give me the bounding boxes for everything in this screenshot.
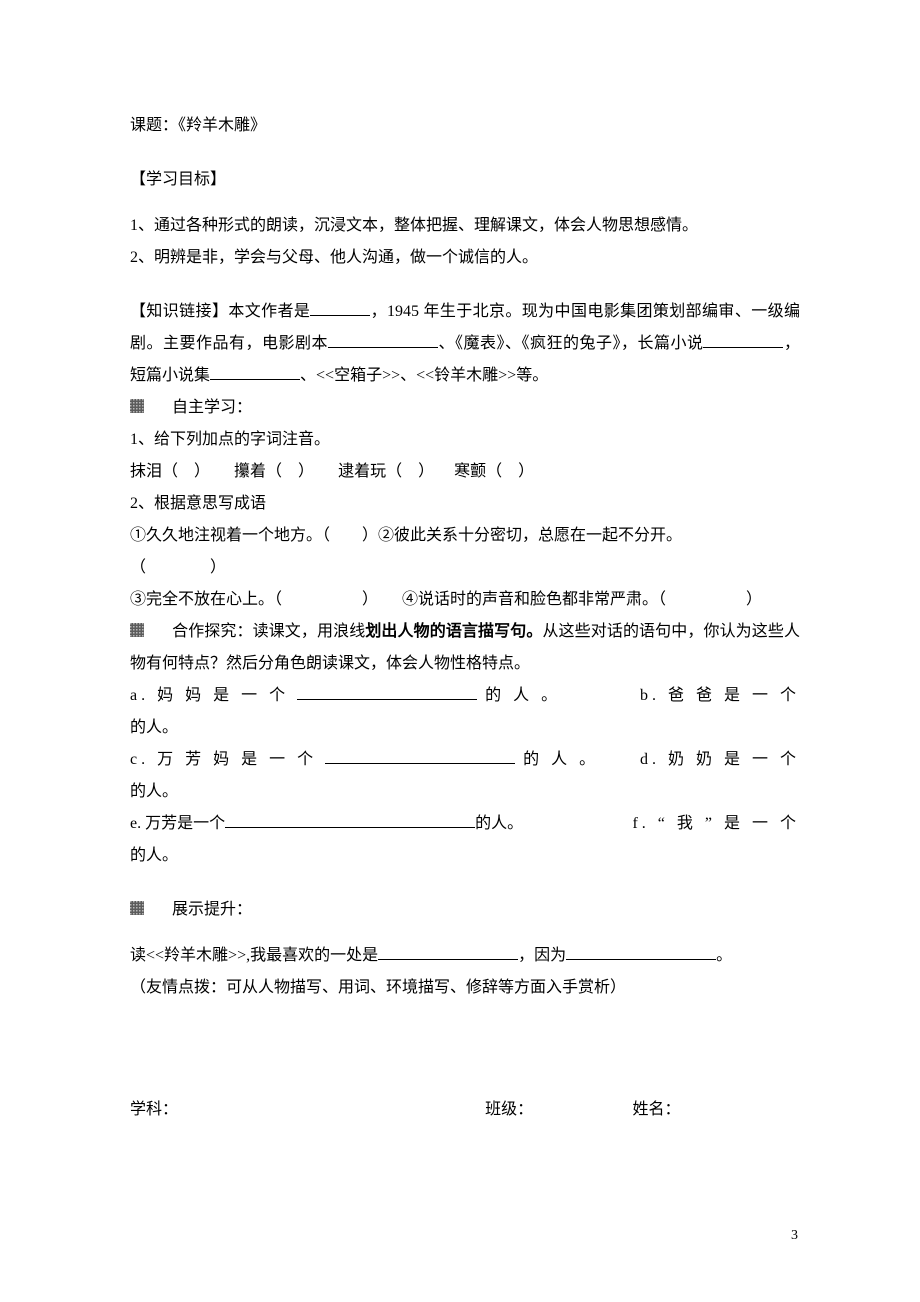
char-row-ab: a. 妈 妈 是 一 个 的 人 。 b. 爸 爸 是 一 个 — [130, 680, 800, 712]
lesson-title: 课题：《羚羊木雕》 — [130, 110, 800, 142]
blank-show-1[interactable] — [378, 943, 518, 960]
link-text-5: 、<<空箱子>>、<<铃羊木雕>>等。 — [300, 367, 548, 384]
char-d-2: 的人。 — [130, 776, 800, 808]
char-b-2: 的人。 — [130, 712, 800, 744]
goal-1: 1、通过各种形式的朗读，沉浸文本，整体把握、理解课文，体会人物思想感情。 — [130, 210, 800, 242]
char-c-1: c. 万 芳 妈 是 一 个 — [130, 751, 325, 768]
square-bullet-icon — [130, 399, 144, 413]
show-c: 。 — [716, 947, 732, 964]
showcase-line: 读<<羚羊木雕>>,我最喜欢的一处是 ，因为 。 — [130, 940, 800, 972]
word-2b: ） — [298, 463, 314, 480]
blank-novel[interactable] — [703, 331, 783, 348]
blank-author[interactable] — [310, 299, 370, 316]
word-1b: ） — [194, 463, 210, 480]
char-e-1: e. 万芳是一个 — [130, 815, 225, 832]
char-row-cd: c. 万 芳 妈 是 一 个 的 人 。 d. 奶 奶 是 一 个 — [130, 744, 800, 776]
char-row-ef: e. 万芳是一个 的人。 f. “ 我 ” 是 一 个 — [130, 808, 800, 840]
document-body: 课题：《羚羊木雕》 【学习目标】 1、通过各种形式的朗读，沉浸文本，整体把握、理… — [130, 110, 800, 1126]
link-text-3: 、《魔表》、《疯狂的兔子》，长篇小说 — [438, 335, 703, 352]
word-3b: ） — [418, 463, 434, 480]
knowledge-link-paragraph: 【知识链接】本文作者是，1945 年生于北京。现为中国电影集团策划部编审、一级编… — [130, 296, 800, 392]
blank-show-2[interactable] — [566, 943, 716, 960]
idiom-line-1b: （ ） — [130, 552, 800, 584]
showcase-header: 展示提升： — [130, 894, 800, 926]
goal-2: 2、明辨是非，学会与父母、他人沟通，做一个诚信的人。 — [130, 242, 800, 274]
char-f-1: f. “ 我 ” 是 一 个 — [632, 808, 800, 840]
show-b: ，因为 — [518, 947, 566, 964]
char-a-2: 的 人 。 — [477, 687, 561, 704]
word-3a: 逮着玩（ — [338, 463, 402, 480]
idiom-line-34: ③完全不放在心上。（ ） ④说话时的声音和脸色都非常严肃。（ ） — [130, 584, 850, 616]
self-study-label: 自主学习： — [172, 399, 252, 416]
word-2a: 攥着（ — [234, 463, 282, 480]
char-c-2: 的 人 。 — [515, 751, 599, 768]
char-b-1: b. 爸 爸 是 一 个 — [640, 680, 800, 712]
char-f-2: 的人。 — [130, 840, 800, 872]
idiom-line-1: ①久久地注视着一个地方。（ ）②彼此关系十分密切，总愿在一起不分开。 — [130, 520, 800, 552]
blank-char-e[interactable] — [225, 811, 475, 828]
section-goals-header: 【学习目标】 — [130, 164, 800, 196]
showcase-label: 展示提升： — [172, 901, 252, 918]
char-a-1: a. 妈 妈 是 一 个 — [130, 687, 297, 704]
char-d-1: d. 奶 奶 是 一 个 — [640, 744, 800, 776]
footer-class: 班级： — [485, 1094, 632, 1126]
footer-subject: 学科： — [130, 1094, 485, 1126]
blank-short-story[interactable] — [210, 363, 300, 380]
blank-screenplay[interactable] — [328, 331, 438, 348]
word-4b: ） — [518, 463, 534, 480]
pinyin-heading: 1、给下列加点的字词注音。 — [130, 424, 800, 456]
cooperation-paragraph: 合作探究：读课文，用浪线划出人物的语言描写句。从这些对话的语句中，你认为这些人物… — [130, 616, 800, 680]
show-a: 读<<羚羊木雕>>,我最喜欢的一处是 — [130, 947, 378, 964]
square-bullet-icon — [130, 623, 144, 637]
char-e-2: 的人。 — [475, 815, 523, 832]
self-study-header: 自主学习： — [130, 392, 800, 424]
footer-row: 学科： 班级： 姓名： — [130, 1094, 800, 1126]
idiom-heading: 2、根据意思写成语 — [130, 488, 800, 520]
blank-char-a[interactable] — [297, 683, 477, 700]
coop-text-a: 合作探究：读课文，用浪线 — [172, 623, 365, 640]
word-4a: 寒颤（ — [454, 463, 502, 480]
link-text-1: 【知识链接】本文作者是 — [130, 303, 310, 320]
page-number: 3 — [791, 1228, 798, 1244]
word-1a: 抹泪（ — [130, 463, 178, 480]
square-bullet-icon — [130, 901, 144, 915]
footer-name: 姓名： — [632, 1094, 800, 1126]
blank-char-c[interactable] — [325, 747, 515, 764]
pinyin-words: 抹泪（ ） 攥着（ ） 逮着玩（ ） 寒颤（ ） — [130, 456, 800, 488]
coop-bold: 划出人物的语言描写句。 — [365, 623, 542, 640]
hint-line: （友情点拨：可从人物描写、用词、环境描写、修辞等方面入手赏析） — [130, 972, 800, 1004]
